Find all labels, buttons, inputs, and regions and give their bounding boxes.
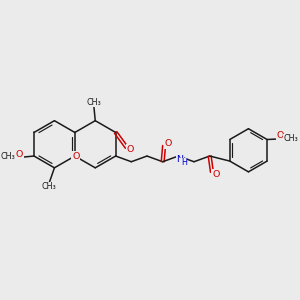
Text: N: N — [177, 155, 184, 164]
Text: O: O — [212, 169, 219, 178]
Text: CH₃: CH₃ — [41, 182, 56, 191]
Text: O: O — [276, 131, 284, 140]
Text: CH₃: CH₃ — [86, 98, 101, 107]
Text: H: H — [181, 158, 187, 167]
Text: CH₃: CH₃ — [283, 134, 298, 143]
Text: O: O — [16, 150, 23, 159]
Text: O: O — [72, 152, 80, 160]
Text: O: O — [127, 145, 134, 154]
Text: O: O — [164, 139, 172, 148]
Text: CH₃: CH₃ — [0, 152, 15, 161]
